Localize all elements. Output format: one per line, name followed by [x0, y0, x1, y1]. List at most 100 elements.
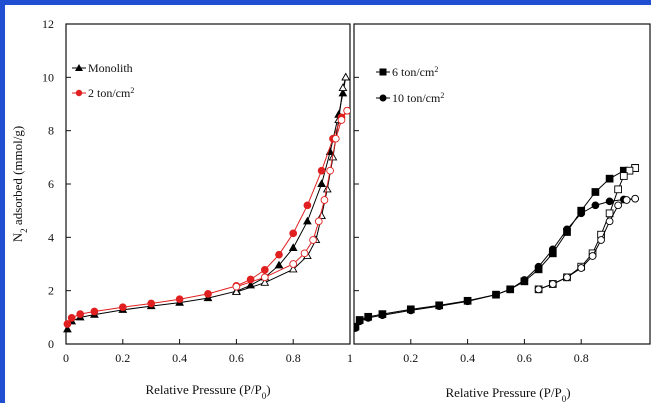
desorption-point: [309, 236, 317, 244]
adsorption-point: [288, 243, 298, 252]
frame-top-band: [0, 0, 651, 5]
adsorption-point: [274, 260, 284, 269]
y-tick-label: 10: [42, 70, 54, 84]
adsorption-point: [577, 209, 586, 218]
desorption-point: [605, 209, 614, 218]
desorption-point: [605, 217, 614, 226]
legend-entry-6-ton: 6 ton/cm2: [376, 65, 438, 80]
adsorption-point: [303, 216, 312, 225]
adsorption-point: [563, 225, 571, 234]
adsorption-point: [591, 188, 600, 196]
legend-entry-monolith: Monolith: [72, 61, 133, 75]
legend-square-marker: [379, 68, 387, 76]
x-tick-label: 0.8: [574, 351, 589, 365]
desorption-point: [326, 166, 334, 175]
desorption-point: [625, 166, 634, 175]
adsorption-point: [435, 302, 444, 310]
desorption-point: [341, 72, 350, 81]
adsorption-point: [246, 275, 255, 284]
y-tick-label: 0: [48, 337, 54, 351]
adsorption-point: [204, 290, 212, 298]
adsorption-point: [520, 276, 529, 284]
adsorption-point: [463, 297, 472, 306]
adsorption-point: [317, 179, 326, 188]
legend-entry-2-ton: 2 ton/cm2: [72, 86, 134, 101]
y-axis-label: N2 adsorbed (mmol/g): [10, 126, 29, 242]
desorption-point: [597, 236, 605, 244]
desorption-point: [588, 252, 597, 260]
series-10-ton-cm: [354, 194, 640, 332]
y-tick-label: 4: [48, 230, 54, 244]
x-tick-label: 0.6: [229, 351, 244, 365]
adsorption-point: [289, 229, 298, 238]
desorption-point: [232, 282, 241, 291]
desorption-point: [314, 217, 323, 226]
right-legend: 6 ton/cm2 10 ton/cm2: [376, 65, 444, 105]
desorption-point: [322, 184, 332, 193]
desorption-point: [232, 287, 241, 296]
adsorption-point: [76, 310, 85, 318]
adsorption-point: [90, 307, 99, 316]
adsorption-point: [506, 285, 515, 294]
series-2-ton-cm: [63, 106, 350, 328]
desorption-point: [337, 116, 346, 124]
y-tick-label: 2: [48, 284, 54, 298]
adsorption-point: [118, 303, 127, 312]
adsorption-point: [63, 320, 72, 328]
adsorption-point: [246, 280, 255, 289]
series-6-ton-cm: [354, 164, 640, 331]
legend-label-2-ton: 2 ton/cm2: [88, 86, 134, 101]
data-series: [63, 72, 640, 333]
adsorption-point: [260, 266, 269, 274]
x-tick-label: 0.4: [460, 351, 475, 365]
x-tick-label: 0.2: [115, 351, 130, 365]
x-tick-label: 0.2: [403, 351, 418, 365]
y-tick-label: 8: [48, 124, 54, 138]
legend-circle-marker-red: [75, 89, 83, 97]
desorption-point: [300, 249, 309, 258]
adsorption-point: [364, 314, 373, 322]
adsorption-point: [354, 324, 360, 332]
x-tick-label: 0.6: [517, 351, 532, 365]
frame-left-band: [0, 0, 5, 403]
desorption-point: [338, 83, 348, 92]
adsorption-point: [534, 262, 543, 271]
desorption-line: [538, 198, 636, 290]
desorption-point: [534, 285, 543, 294]
x-tick-label: 0: [63, 351, 69, 365]
desorption-point: [614, 185, 622, 194]
adsorption-line: [354, 198, 636, 329]
adsorption-point: [275, 250, 283, 259]
adsorption-point: [317, 166, 326, 175]
desorption-point: [260, 273, 269, 282]
y-tick-label: 12: [42, 17, 54, 31]
x-tick-label: 1: [347, 351, 353, 365]
x-tick-label: 0.4: [172, 351, 187, 365]
adsorption-point: [63, 324, 72, 333]
desorption-point: [288, 264, 298, 273]
legend-label-6-ton: 6 ton/cm2: [392, 65, 438, 80]
desorption-line: [236, 77, 347, 293]
legend-label-monolith: Monolith: [88, 61, 133, 75]
y-tick-label: 6: [48, 177, 54, 191]
desorption-point: [622, 196, 631, 204]
adsorption-point: [355, 317, 364, 326]
adsorption-point: [378, 311, 387, 320]
adsorption-point: [175, 295, 184, 304]
adsorption-point: [591, 201, 600, 210]
desorption-point: [260, 277, 270, 286]
legend-triangle-marker: [75, 64, 83, 71]
x-tick-label: 0.8: [286, 351, 301, 365]
desorption-point: [563, 273, 571, 282]
adsorption-point: [67, 314, 76, 322]
legend-circle-marker-black: [379, 94, 387, 102]
desorption-point: [320, 196, 329, 204]
adsorption-point: [492, 290, 500, 299]
right-x-axis-label: Relative Pressure (P/P0): [445, 385, 570, 403]
desorption-point: [577, 264, 586, 272]
desorption-point: [548, 280, 557, 288]
adsorption-point: [406, 306, 415, 315]
